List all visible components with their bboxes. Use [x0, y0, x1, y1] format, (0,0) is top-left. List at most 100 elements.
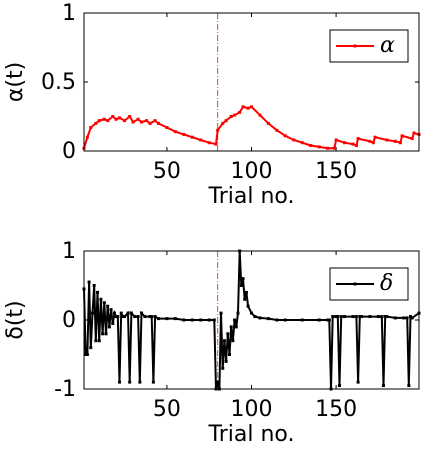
data-point — [405, 316, 409, 320]
data-point — [356, 380, 360, 384]
data-point — [292, 138, 296, 142]
data-point — [236, 311, 240, 315]
legend-label: δ — [380, 271, 393, 296]
legend: α — [329, 29, 409, 63]
legend: δ — [329, 267, 409, 301]
data-point — [107, 325, 111, 329]
data-point — [393, 139, 397, 143]
data-point — [85, 135, 89, 139]
data-point — [190, 135, 194, 139]
data-point — [326, 146, 330, 150]
data-point — [153, 119, 157, 123]
data-point — [250, 105, 253, 109]
data-point — [326, 318, 330, 322]
data-point — [90, 311, 94, 315]
data-point — [129, 311, 133, 315]
data-point — [89, 126, 93, 130]
data-point — [400, 134, 404, 138]
data-point — [102, 117, 106, 121]
legend-label: α — [380, 33, 395, 58]
data-point — [343, 315, 347, 319]
data-point — [334, 315, 338, 319]
data-point — [233, 113, 237, 117]
x-tick-label: 50 — [153, 159, 181, 184]
data-point — [101, 332, 105, 336]
data-point — [383, 315, 387, 319]
data-point — [234, 325, 238, 329]
data-point — [114, 315, 118, 319]
y-axis-label: δ(t) — [3, 300, 28, 339]
data-point — [118, 380, 122, 384]
y-tick-label: 1 — [62, 239, 76, 264]
data-point — [199, 318, 203, 322]
data-point — [337, 384, 341, 388]
y-axis-label: α(t) — [3, 62, 28, 102]
data-point — [331, 315, 335, 319]
data-point — [112, 311, 116, 315]
data-point — [275, 318, 279, 322]
data-point — [128, 380, 132, 384]
data-point — [229, 115, 233, 118]
data-point — [238, 110, 242, 114]
data-point — [241, 105, 245, 109]
data-point — [410, 316, 414, 320]
data-point — [182, 318, 186, 322]
data-point — [246, 106, 250, 110]
data-point — [317, 145, 321, 149]
data-point — [216, 128, 220, 132]
data-point — [84, 353, 88, 356]
data-point — [327, 318, 331, 322]
data-point — [351, 142, 355, 146]
data-point — [309, 143, 313, 147]
data-point — [266, 121, 270, 125]
data-point — [376, 315, 380, 319]
axes-box — [83, 12, 420, 152]
data-line — [83, 250, 420, 390]
data-point — [96, 290, 100, 294]
x-axis-label: Trial no. — [208, 422, 295, 447]
data-point — [226, 332, 230, 336]
data-point — [409, 315, 413, 319]
data-point — [343, 141, 347, 145]
data-point — [94, 339, 98, 343]
data-point — [151, 380, 155, 384]
data-point — [89, 346, 93, 350]
data-point — [358, 315, 362, 319]
data-point — [283, 134, 287, 138]
data-point — [224, 119, 228, 123]
data-point — [334, 138, 338, 142]
data-point — [283, 318, 287, 322]
data-point — [275, 128, 279, 132]
data-point — [156, 121, 160, 125]
legend-marker — [353, 44, 357, 48]
x-tick-label: 50 — [153, 397, 181, 422]
data-point — [116, 315, 120, 319]
data-point — [145, 119, 149, 123]
data-point — [221, 121, 225, 125]
data-point — [131, 120, 135, 124]
data-point — [410, 137, 414, 141]
data-point — [148, 315, 152, 319]
y-tick-label: 0 — [62, 308, 76, 333]
x-tick-label: 150 — [315, 397, 357, 422]
x-tick-label: 150 — [315, 159, 357, 184]
data-point — [153, 315, 157, 319]
data-point — [300, 141, 304, 145]
y-tick-label: 0 — [62, 139, 76, 164]
data-point — [224, 359, 228, 363]
data-point — [207, 141, 211, 145]
data-point — [143, 315, 147, 319]
data-point — [407, 384, 411, 388]
data-point — [339, 315, 343, 319]
data-point — [385, 315, 389, 319]
data-point — [182, 132, 186, 136]
data-point — [97, 339, 101, 343]
data-point — [332, 146, 336, 150]
data-point — [106, 304, 110, 308]
data-point — [150, 315, 154, 319]
data-point — [99, 297, 103, 301]
data-point — [165, 126, 169, 130]
data-point — [266, 317, 270, 321]
